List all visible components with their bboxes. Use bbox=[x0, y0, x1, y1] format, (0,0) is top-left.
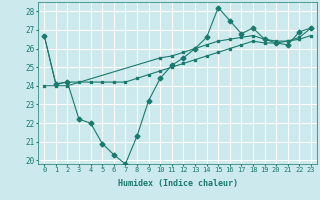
X-axis label: Humidex (Indice chaleur): Humidex (Indice chaleur) bbox=[118, 179, 238, 188]
